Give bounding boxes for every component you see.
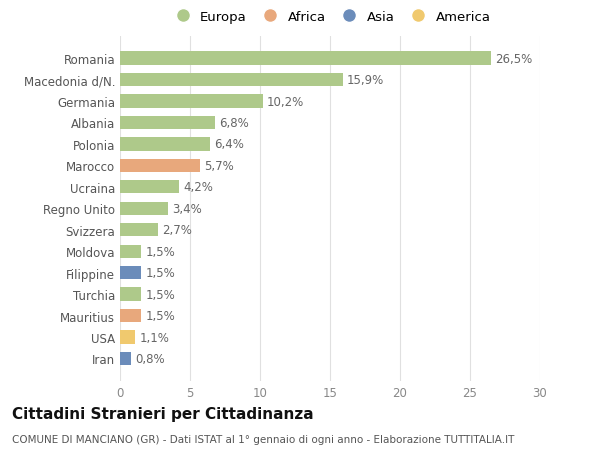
Bar — [120, 74, 343, 87]
Bar — [120, 52, 491, 66]
Text: 4,2%: 4,2% — [183, 181, 213, 194]
Bar — [120, 352, 131, 365]
Text: 1,5%: 1,5% — [145, 245, 175, 258]
Text: 0,8%: 0,8% — [136, 352, 165, 365]
Bar — [120, 181, 179, 194]
Text: 15,9%: 15,9% — [347, 74, 384, 87]
Text: 1,5%: 1,5% — [145, 267, 175, 280]
Text: 1,5%: 1,5% — [145, 309, 175, 322]
Text: 6,8%: 6,8% — [220, 117, 249, 130]
Text: 5,7%: 5,7% — [204, 160, 234, 173]
Bar — [120, 224, 158, 237]
Text: 10,2%: 10,2% — [267, 95, 304, 108]
Bar — [120, 245, 141, 258]
Legend: Europa, Africa, Asia, America: Europa, Africa, Asia, America — [167, 8, 493, 27]
Bar — [120, 330, 136, 344]
Text: COMUNE DI MANCIANO (GR) - Dati ISTAT al 1° gennaio di ogni anno - Elaborazione T: COMUNE DI MANCIANO (GR) - Dati ISTAT al … — [12, 434, 514, 444]
Text: 1,1%: 1,1% — [140, 331, 169, 344]
Bar — [120, 266, 141, 280]
Text: Cittadini Stranieri per Cittadinanza: Cittadini Stranieri per Cittadinanza — [12, 406, 314, 421]
Bar — [120, 202, 167, 215]
Bar — [120, 117, 215, 130]
Bar — [120, 309, 141, 323]
Text: 1,5%: 1,5% — [145, 288, 175, 301]
Text: 6,4%: 6,4% — [214, 138, 244, 151]
Bar — [120, 288, 141, 301]
Bar — [120, 95, 263, 108]
Text: 2,7%: 2,7% — [162, 224, 192, 237]
Text: 26,5%: 26,5% — [495, 52, 532, 66]
Bar — [120, 138, 209, 151]
Text: 3,4%: 3,4% — [172, 202, 202, 215]
Bar — [120, 159, 200, 173]
